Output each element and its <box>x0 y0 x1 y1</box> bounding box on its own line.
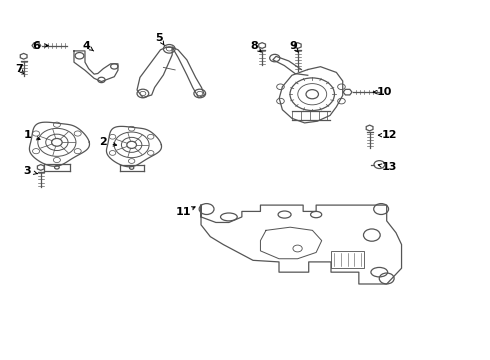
Text: 8: 8 <box>250 41 258 50</box>
Text: 6: 6 <box>32 41 40 50</box>
Text: 12: 12 <box>381 130 397 140</box>
Text: 1: 1 <box>24 130 31 140</box>
Text: 4: 4 <box>82 41 90 50</box>
Text: 13: 13 <box>381 162 397 172</box>
Text: 11: 11 <box>176 207 192 217</box>
Text: 7: 7 <box>15 64 23 74</box>
Text: 5: 5 <box>156 33 163 43</box>
Text: 9: 9 <box>289 41 297 50</box>
Bar <box>331 251 365 268</box>
Text: 2: 2 <box>99 138 107 147</box>
Text: 3: 3 <box>24 166 31 176</box>
Text: 10: 10 <box>377 87 392 97</box>
